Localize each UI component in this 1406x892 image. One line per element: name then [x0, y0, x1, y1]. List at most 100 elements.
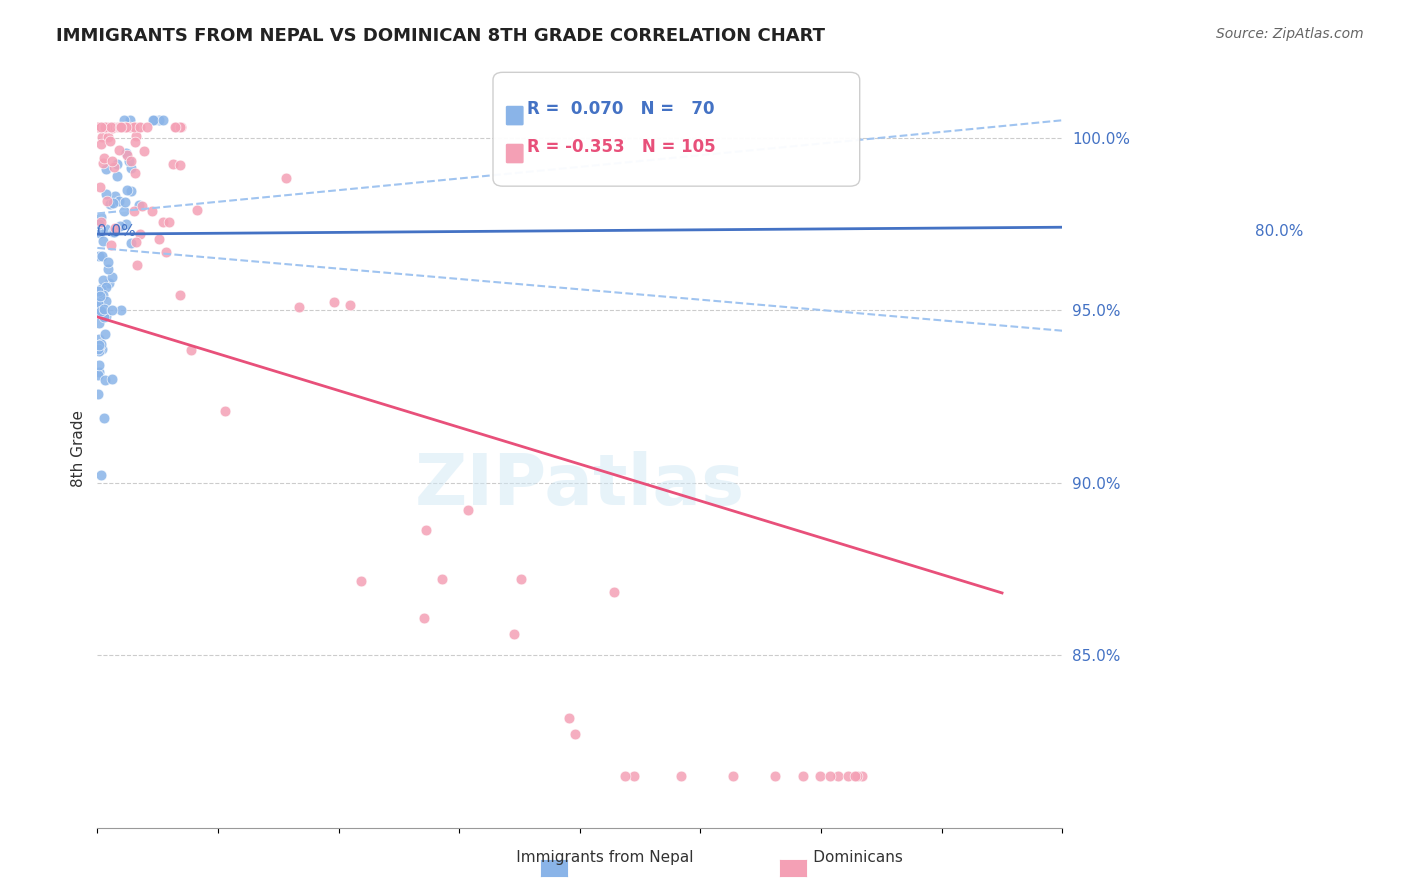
- Point: [143, 113, 166, 128]
- Point: [837, 769, 859, 783]
- Point: [122, 120, 145, 135]
- Point: [89, 316, 111, 330]
- Point: [87, 343, 110, 357]
- Point: [87, 368, 110, 382]
- Point: [93, 120, 115, 135]
- Point: [165, 120, 187, 135]
- Point: [94, 120, 117, 135]
- Point: [503, 627, 526, 641]
- Text: IMMIGRANTS FROM NEPAL VS DOMINICAN 8TH GRADE CORRELATION CHART: IMMIGRANTS FROM NEPAL VS DOMINICAN 8TH G…: [56, 27, 825, 45]
- Point: [90, 120, 112, 135]
- Point: [274, 171, 297, 186]
- Point: [108, 219, 131, 233]
- Point: [93, 151, 115, 165]
- Point: [87, 359, 110, 373]
- Text: Immigrants from Nepal: Immigrants from Nepal: [488, 850, 693, 865]
- Point: [100, 120, 122, 135]
- Point: [103, 226, 125, 240]
- Point: [120, 236, 142, 251]
- Point: [112, 113, 135, 128]
- Point: [170, 120, 193, 135]
- Point: [186, 202, 208, 217]
- Point: [110, 302, 132, 317]
- Point: [90, 337, 112, 351]
- Point: [96, 280, 118, 294]
- Point: [96, 186, 118, 201]
- Point: [115, 217, 138, 231]
- Point: [87, 365, 110, 379]
- Point: [108, 194, 131, 208]
- Text: R = -0.353   N = 105: R = -0.353 N = 105: [527, 138, 716, 156]
- Point: [90, 249, 112, 263]
- Point: [89, 289, 111, 303]
- Point: [100, 237, 122, 252]
- Point: [96, 120, 118, 135]
- Point: [350, 574, 373, 588]
- Point: [118, 113, 141, 128]
- Point: [114, 194, 136, 209]
- Point: [623, 769, 645, 783]
- Point: [118, 154, 141, 169]
- Point: [90, 210, 112, 224]
- Point: [100, 120, 122, 135]
- Point: [115, 120, 138, 135]
- Point: [90, 342, 112, 356]
- Point: [93, 120, 115, 135]
- Point: [510, 572, 533, 586]
- Point: [87, 120, 110, 135]
- Point: [169, 120, 191, 135]
- Point: [87, 120, 110, 135]
- Point: [90, 120, 112, 135]
- Point: [846, 769, 869, 783]
- FancyBboxPatch shape: [494, 72, 859, 186]
- Point: [107, 120, 129, 135]
- FancyBboxPatch shape: [506, 145, 523, 162]
- Point: [98, 134, 121, 148]
- Point: [93, 301, 115, 316]
- Y-axis label: 8th Grade: 8th Grade: [72, 409, 86, 486]
- Point: [412, 611, 434, 625]
- Text: ZIPatlas: ZIPatlas: [415, 451, 745, 520]
- Point: [808, 769, 831, 783]
- Point: [87, 120, 110, 135]
- Point: [90, 215, 112, 229]
- Point: [131, 198, 153, 212]
- Point: [90, 130, 112, 145]
- Point: [124, 135, 146, 149]
- Point: [169, 288, 191, 302]
- Point: [112, 120, 135, 135]
- Point: [120, 161, 142, 176]
- Point: [415, 524, 437, 538]
- Point: [97, 262, 120, 277]
- Point: [457, 503, 479, 517]
- Point: [148, 113, 170, 128]
- Point: [96, 120, 118, 135]
- Point: [120, 153, 142, 168]
- Point: [101, 120, 124, 135]
- Point: [114, 120, 136, 135]
- Point: [152, 215, 174, 229]
- Point: [115, 146, 138, 161]
- Point: [87, 386, 110, 401]
- Point: [97, 255, 120, 269]
- Point: [90, 120, 112, 135]
- Point: [122, 120, 145, 135]
- Point: [114, 120, 136, 135]
- Point: [87, 332, 110, 346]
- Point: [120, 184, 142, 198]
- Point: [101, 120, 124, 135]
- Point: [96, 221, 118, 235]
- Point: [103, 226, 125, 240]
- Point: [87, 295, 110, 310]
- Point: [90, 282, 112, 296]
- Point: [98, 197, 121, 211]
- FancyBboxPatch shape: [506, 106, 523, 125]
- Point: [89, 226, 111, 240]
- Point: [669, 769, 692, 783]
- Point: [89, 249, 111, 263]
- Point: [603, 585, 626, 599]
- Point: [124, 166, 146, 180]
- Point: [101, 372, 124, 386]
- Point: [103, 120, 125, 135]
- Point: [134, 145, 156, 159]
